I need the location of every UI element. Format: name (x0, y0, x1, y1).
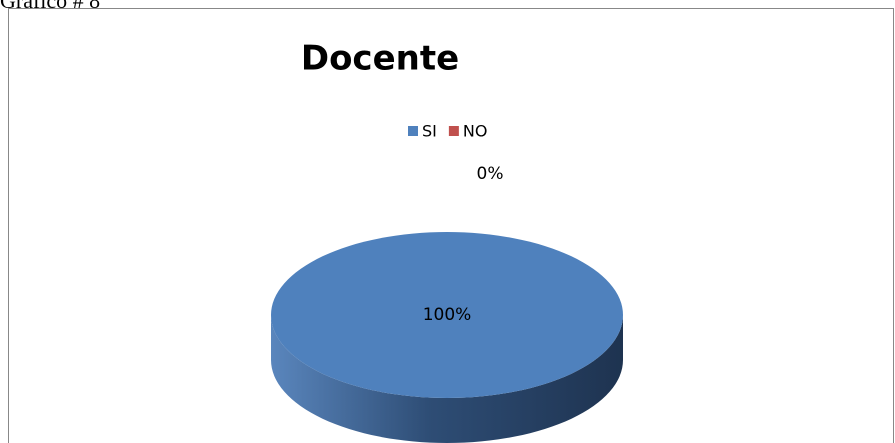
legend-label: NO (463, 122, 488, 141)
pie-slice (271, 232, 623, 398)
pie-side (271, 315, 623, 443)
data-label: 0% (477, 164, 504, 184)
legend-swatch (408, 126, 418, 136)
chart-title: Docente (301, 39, 459, 79)
data-label: 100% (423, 305, 472, 325)
legend-swatch (448, 126, 459, 136)
legend-label: SI (422, 122, 437, 141)
